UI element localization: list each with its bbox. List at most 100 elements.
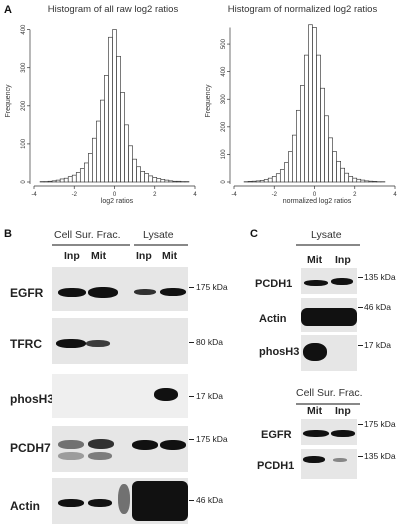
c-tick-actin [358,307,363,308]
hist-norm-ytick-label: 500 [221,38,227,49]
hist-raw-bar [124,124,129,183]
b-group-lysate-underline [134,244,188,246]
hist-norm-bar [300,85,305,183]
hist-norm-bar [352,177,358,183]
hist-raw-bar [47,180,53,183]
hist-norm-xtick-label: -4 [231,192,237,198]
c-group-cell-surface: Cell Sur. Frac. [296,387,363,399]
hist-norm-bar [251,180,257,183]
band [301,308,357,326]
hist-raw-bar [79,168,85,183]
b-kda-tfrc: 80 kDa [196,337,223,347]
hist-raw-bar [116,55,121,183]
band [304,280,328,286]
hist-norm-bar [259,180,265,183]
band [303,456,325,463]
b-lane-inp-1: Inp [64,250,80,262]
histogram-normalized-xlabel: normalized log2 ratios [283,198,352,205]
c-blot-phosh3 [301,335,357,371]
band [56,339,86,348]
hist-norm-bar [356,178,362,183]
hist-raw-bar [112,29,117,183]
band [160,288,186,296]
hist-raw-bar [128,145,133,183]
b-tick-tfrc [189,342,194,343]
hist-raw-bar [144,173,150,183]
hist-raw-ytick-label: 0 [21,180,27,184]
c-tick-phosh3 [358,345,363,346]
band [154,388,178,401]
band [88,287,118,298]
band [58,452,84,460]
hist-raw-bar [140,171,145,183]
hist-raw-bar [136,166,141,183]
hist-raw-bar [92,137,97,183]
hist-norm-bar [340,167,345,183]
b-kda-phosh3: 17 kDa [196,391,223,401]
hist-norm-bar [267,177,273,183]
hist-norm-xtick-label: 0 [313,192,317,198]
c-label-phosh3: phosH3 [259,346,300,358]
hist-raw-ytick-label: 300 [21,62,27,73]
b-group-lysate: Lysate [143,229,174,241]
c-kda-pcdh1-bottom: 135 kDa [364,451,396,461]
hist-raw-bar [172,180,178,183]
band [118,484,130,514]
hist-norm-bar [372,181,378,183]
hist-raw-bar [120,92,125,183]
band [331,278,353,285]
hist-norm-bar [368,180,374,183]
hist-raw-bar [148,175,154,183]
c-group-lysate-underline [296,244,360,246]
hist-norm-ytick-label: 400 [221,66,227,77]
c-group-cell-surface-underline [296,403,360,405]
c-tick-pcdh1-top [358,277,363,278]
hist-norm-xtick-label: 2 [353,192,357,198]
b-blot-actin [52,478,188,524]
b-label-egfr: EGFR [10,286,44,300]
hist-raw-bar [156,178,162,183]
c-lane-inp-top: Inp [335,254,351,266]
hist-norm-bar [332,151,337,183]
b-tick-egfr [189,287,194,288]
b-blot-tfrc [52,318,188,364]
c-kda-phosh3: 17 kDa [364,340,391,350]
hist-raw-bar [104,75,109,183]
hist-norm-bar [255,180,261,183]
hist-norm-bar [312,27,317,183]
b-kda-actin: 46 kDa [196,495,223,505]
hist-raw-ytick-label: 400 [21,24,27,35]
b-kda-pcdh7: 175 kDa [196,434,228,444]
hist-norm-bar [328,137,333,183]
c-label-egfr: EGFR [261,429,292,441]
band [134,289,156,295]
hist-norm-bar [296,109,301,183]
hist-norm-bar [344,172,350,183]
hist-raw-ytick-label: 200 [21,100,27,111]
b-label-actin: Actin [10,499,40,513]
hist-raw-bar [75,172,81,183]
hist-raw-bar [132,158,137,183]
b-tick-phosh3 [189,396,194,397]
band [58,499,84,507]
hist-norm-ytick-label: 100 [221,149,227,160]
band [88,439,114,449]
b-lane-inp-2: Inp [136,250,152,262]
hist-norm-bar [288,151,293,183]
c-label-pcdh1-bottom: PCDH1 [257,460,295,472]
hist-norm-bar [279,169,285,183]
hist-norm-xtick-label: 4 [393,192,397,198]
band [58,288,86,297]
b-blot-egfr [52,267,188,311]
histogram-raw-ylabel: Frequency [5,84,12,118]
c-lane-mit-bottom: Mit [307,405,323,417]
hist-norm-bar [284,162,289,183]
hist-norm-bar [348,176,354,183]
hist-raw-bar [51,180,57,183]
hist-norm-bar [275,173,281,183]
hist-norm-bar [316,54,321,183]
c-label-actin: Actin [259,313,287,325]
hist-raw-bar [96,120,101,183]
hist-raw-bar [160,179,166,183]
c-blot-pcdh1-top [301,268,357,294]
